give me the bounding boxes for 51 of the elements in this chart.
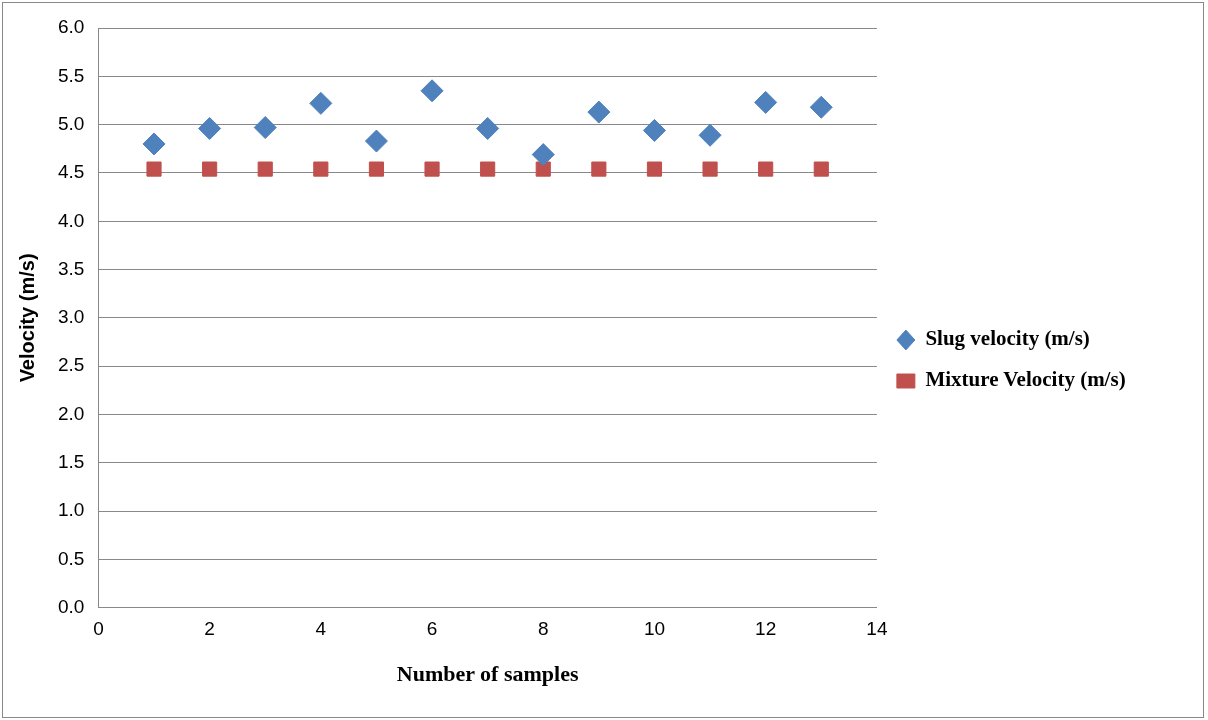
point bbox=[313, 161, 329, 177]
point bbox=[754, 90, 778, 114]
point bbox=[146, 161, 162, 177]
point bbox=[535, 161, 551, 177]
y-axis-title: Velocity (m/s) bbox=[15, 253, 38, 383]
y-tick-label: 2.0 bbox=[57, 402, 85, 424]
legend-label: Slug velocity (m/s) bbox=[925, 326, 1090, 351]
y-tick-label: 1.0 bbox=[57, 499, 85, 521]
y-tick-label: 4.0 bbox=[57, 209, 85, 231]
point bbox=[202, 161, 218, 177]
point bbox=[309, 91, 333, 115]
y-tick-label: 1.5 bbox=[57, 451, 85, 473]
y-tick-label: 5.0 bbox=[57, 112, 85, 134]
point bbox=[587, 100, 611, 124]
y-tick-label: 5.5 bbox=[57, 64, 85, 86]
x-tick-label: 6 bbox=[426, 618, 438, 640]
point bbox=[646, 161, 663, 177]
point bbox=[364, 129, 388, 153]
point bbox=[531, 143, 555, 167]
x-tick-label: 14 bbox=[866, 618, 888, 640]
point bbox=[198, 117, 222, 140]
point bbox=[253, 116, 277, 140]
x-tick-label: 4 bbox=[315, 618, 327, 640]
point bbox=[698, 123, 722, 147]
point bbox=[758, 161, 774, 177]
x-tick-label: 0 bbox=[93, 618, 104, 640]
point bbox=[591, 161, 607, 177]
y-tick-label: 0.0 bbox=[57, 596, 85, 618]
y-tick-label: 6.0 bbox=[57, 16, 85, 38]
x-tick-label: 10 bbox=[643, 618, 666, 640]
y-tick-label: 0.5 bbox=[57, 547, 85, 569]
point bbox=[642, 118, 666, 142]
x-tick-label: 2 bbox=[204, 618, 215, 640]
point bbox=[368, 161, 385, 177]
point bbox=[813, 161, 829, 177]
x-axis-title: Number of samples bbox=[396, 661, 579, 687]
point bbox=[702, 161, 718, 177]
y-tick-label: 2.5 bbox=[57, 354, 85, 376]
legend-label: Mixture Velocity (m/s) bbox=[925, 367, 1126, 392]
y-tick-label: 4.5 bbox=[57, 161, 85, 183]
point bbox=[424, 161, 440, 177]
point bbox=[142, 132, 166, 156]
x-tick-label: 12 bbox=[755, 618, 777, 640]
point bbox=[257, 161, 273, 177]
point bbox=[420, 79, 444, 103]
y-tick-label: 3.0 bbox=[57, 306, 85, 328]
x-tick-label: 8 bbox=[537, 618, 549, 640]
y-tick-label: 3.5 bbox=[57, 257, 85, 279]
point bbox=[809, 95, 833, 119]
point bbox=[476, 117, 500, 140]
point bbox=[480, 161, 496, 177]
